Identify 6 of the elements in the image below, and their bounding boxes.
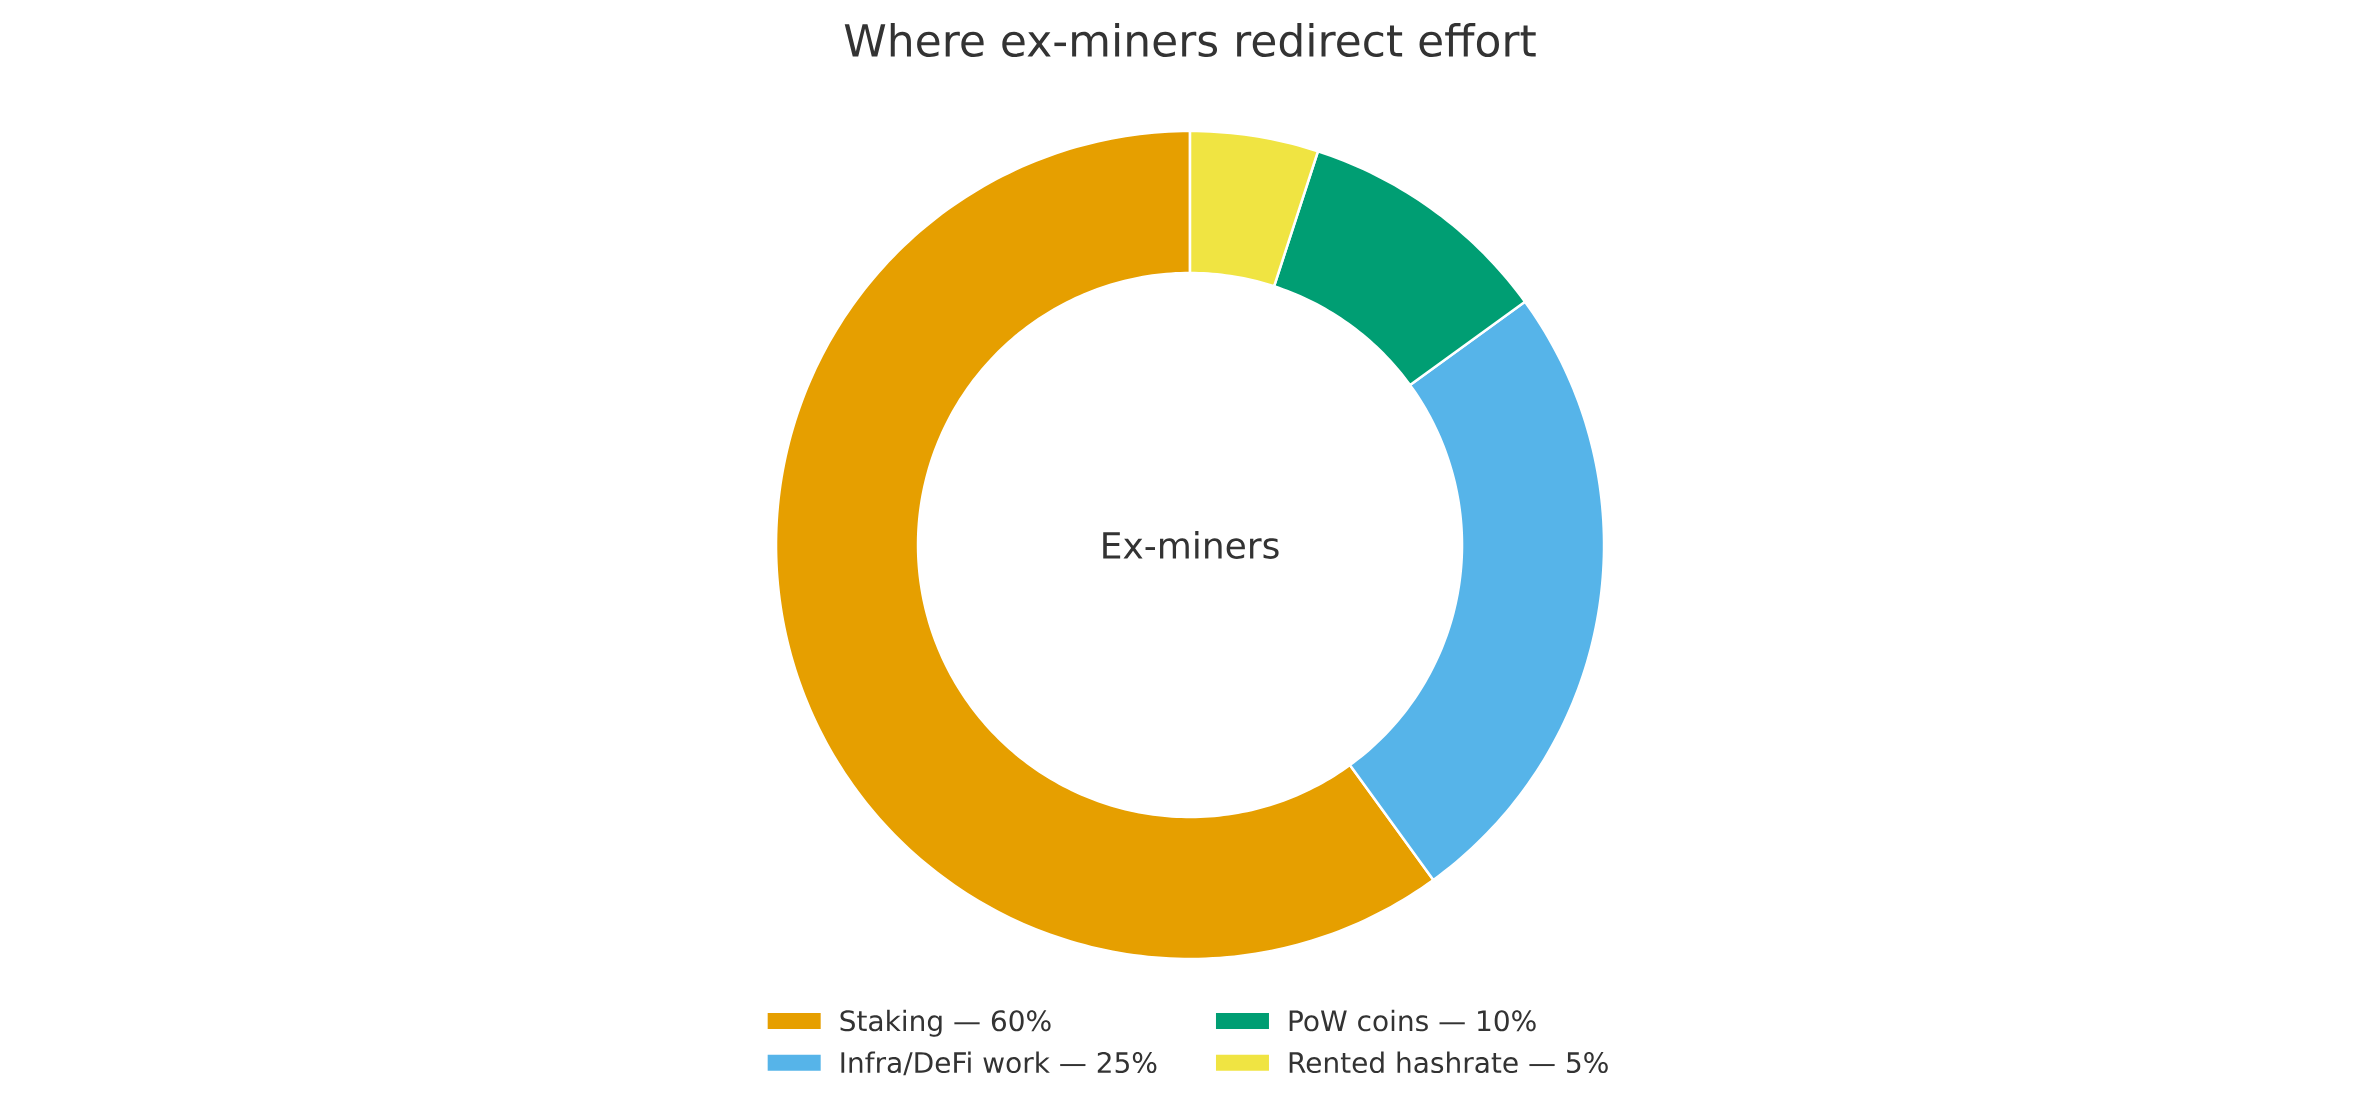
legend-label: PoW coins — 10% (1289, 1009, 1536, 1032)
legend-label: Rented hashrate — 5% (1289, 1051, 1608, 1074)
text: Ex-miners (1103, 531, 1279, 559)
chart-title: Where ex-miners redirect effort (844, 22, 1536, 58)
legend-label: Staking — 60% (840, 1009, 1051, 1037)
legend-label: Infra/DeFi work — 25% (841, 1051, 1157, 1076)
